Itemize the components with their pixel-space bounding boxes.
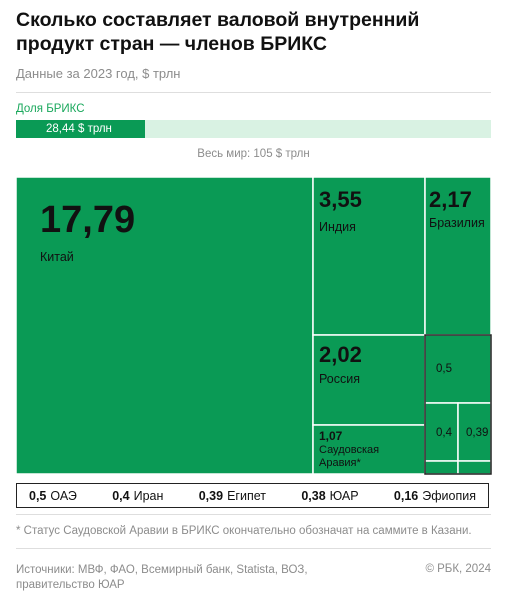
country-label: Китай (40, 250, 74, 264)
footnote: * Статус Саудовской Аравии в БРИКС оконч… (16, 525, 472, 537)
divider-legend (16, 514, 491, 515)
country-label: Россия (319, 372, 360, 386)
legend-country: Эфиопия (422, 488, 476, 503)
country-label: Индия (319, 220, 356, 234)
legend-item: 0,4 Иран (112, 489, 163, 503)
treemap-cell (424, 334, 492, 404)
legend-country: ОАЭ (50, 488, 77, 503)
sources: Источники: МВФ, ФАО, Всемирный банк, Sta… (16, 564, 308, 591)
treemap-cell (312, 334, 426, 426)
country-label: Бразилия (429, 216, 485, 230)
chart-title: Сколько составляет валовой внутренний пр… (16, 9, 420, 55)
treemap-cell (424, 176, 492, 336)
legend-value: 0,38 (301, 488, 326, 503)
treemap-cell (424, 460, 459, 475)
value-label: 1,07 (319, 429, 343, 443)
legend-country: Египет (227, 488, 266, 503)
treemap-cell (312, 424, 426, 475)
legend-item: 0,16 Эфиопия (394, 489, 476, 503)
legend-item: 0,38 ЮАР (301, 489, 358, 503)
treemap-cell (312, 176, 426, 336)
legend-value: 0,5 (29, 488, 47, 503)
value-label: 3,55 (319, 187, 362, 212)
divider-top (16, 92, 491, 93)
small-countries-outline (424, 334, 492, 475)
value-label: 0,5 (436, 363, 452, 375)
legend-country: ЮАР (329, 488, 359, 503)
treemap-cell (457, 402, 492, 462)
brics-share-value: 28,44 $ трлн (46, 123, 112, 135)
share-label: Доля БРИКС (16, 103, 85, 115)
legend-country: Иран (133, 488, 164, 503)
divider-bottom (16, 548, 491, 549)
brics-share-fill (16, 120, 145, 138)
value-label: 17,79 (40, 199, 135, 241)
value-label: 2,17 (429, 187, 472, 212)
value-label: 2,02 (319, 342, 362, 367)
legend-value: 0,4 (112, 488, 130, 503)
value-label: 0,4 (436, 427, 453, 439)
country-label: Саудовская Аравия* (319, 444, 379, 469)
world-total: Весь мир: 105 $ трлн (197, 148, 310, 160)
treemap-cell (457, 460, 492, 475)
world-share-bar: 28,44 $ трлн (16, 120, 491, 138)
treemap-cell (15, 176, 314, 475)
chart-subtitle: Данные за 2023 год, $ трлн (16, 66, 181, 81)
legend-value: 0,39 (198, 488, 224, 503)
small-countries-legend: 0,5 ОАЭ 0,4 Иран 0,39 Египет 0,38 ЮАР 0,16 Эфиопи… (16, 483, 489, 508)
legend-item: 0,5 ОАЭ (29, 489, 77, 503)
copyright: © РБК, 2024 (425, 563, 491, 575)
legend-value: 0,16 (393, 488, 419, 503)
value-label: 0,39 (466, 427, 488, 439)
legend-item: 0,39 Египет (199, 489, 266, 503)
